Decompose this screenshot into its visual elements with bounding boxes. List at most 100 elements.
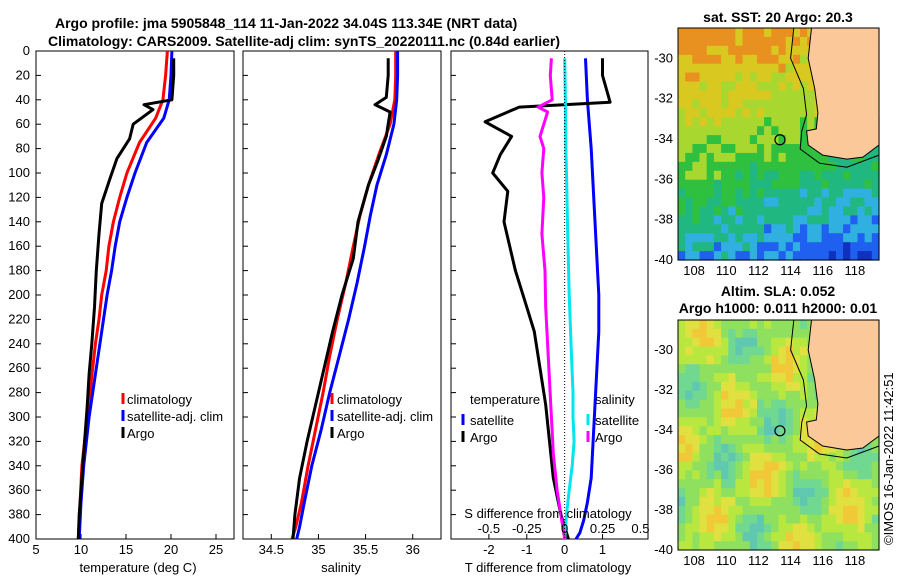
map-cell (685, 337, 693, 348)
map-cell (835, 541, 844, 551)
map-cell (850, 488, 859, 498)
map-cell (699, 188, 708, 199)
map-cell (706, 426, 715, 436)
map-cell (807, 505, 815, 516)
map-cell (807, 496, 815, 507)
map-cell (800, 443, 808, 454)
map-cell (735, 399, 744, 409)
x-tick-label: 10 (74, 542, 88, 557)
map-cell (721, 417, 729, 427)
series-line-satellite-adj--clim (295, 51, 400, 540)
map-cell (742, 224, 751, 234)
map-cell (699, 523, 708, 533)
map-cell (749, 135, 758, 145)
map-cell (778, 72, 787, 83)
map-cell (757, 215, 765, 225)
map-cell (749, 470, 758, 480)
map-cell (735, 251, 744, 261)
map-cell (692, 452, 701, 463)
map-cell (692, 224, 701, 234)
map-cell (778, 426, 787, 436)
map-cell (742, 152, 751, 163)
map-cell (835, 496, 844, 507)
legend-label: climatology (337, 392, 403, 407)
map-cell (814, 514, 823, 524)
map-cell (857, 179, 866, 190)
map-cell (713, 63, 722, 74)
map-cell (857, 488, 866, 498)
map-cell (728, 488, 737, 498)
map-cell (778, 541, 787, 551)
map-cell (713, 381, 722, 392)
legend-label: satellite-adj. clim (337, 409, 433, 424)
map-cell (713, 541, 722, 551)
map-cell (785, 54, 794, 65)
map-cell (721, 337, 729, 348)
map-cell (728, 541, 737, 551)
map-cell (692, 523, 701, 533)
map-cell (678, 364, 686, 374)
map-cell (864, 514, 873, 524)
map-cell (757, 426, 765, 436)
sla-map-subtitle: Argo h1000: 0.011 h2000: 0.01 (679, 300, 878, 316)
map-cell (864, 197, 873, 207)
map-cell (814, 532, 823, 542)
map-cell (792, 144, 801, 154)
map-cell (706, 541, 715, 551)
map-cell (699, 144, 708, 154)
map-cell (864, 188, 873, 199)
map-cell (814, 496, 823, 507)
map-cell (678, 179, 686, 190)
map-cell (713, 233, 722, 243)
map-cell (843, 470, 851, 480)
map-cell (857, 532, 866, 542)
y-tick-label: 260 (8, 360, 30, 375)
map-cell (706, 99, 715, 109)
map-cell (721, 215, 729, 225)
map-cell (785, 170, 794, 181)
map-cell (735, 188, 744, 199)
map-cell (792, 45, 801, 56)
map-cell (771, 408, 780, 418)
map-cell (692, 63, 701, 74)
map-cell (835, 215, 844, 225)
map-cell (728, 523, 737, 533)
map-cell (792, 514, 801, 524)
map-cell (706, 399, 715, 409)
map-cell (749, 426, 758, 436)
map-cell (807, 408, 815, 418)
map-cell (864, 206, 873, 216)
map-cell (864, 242, 873, 252)
series-line-argo (76, 58, 176, 540)
map-cell (699, 346, 708, 356)
map-cell (871, 523, 880, 533)
map-cell (807, 461, 815, 471)
argo-position-marker (774, 134, 786, 146)
map-cell (764, 532, 772, 542)
map-cell (735, 117, 744, 127)
map-cell (685, 355, 693, 365)
map-cell (721, 206, 729, 216)
y-tick-label: 200 (8, 287, 30, 302)
map-cell (871, 206, 880, 216)
map-cell (678, 215, 686, 225)
map-cell (742, 488, 751, 498)
map-cell (713, 28, 722, 38)
map-cell (678, 126, 686, 136)
map-cell (821, 541, 830, 551)
map-cell (685, 523, 693, 533)
map-cell (713, 488, 722, 498)
map-cell (749, 364, 758, 374)
map-cell (749, 417, 758, 427)
map-cell (692, 233, 701, 243)
map-cell (685, 188, 693, 199)
map-cell (721, 144, 729, 154)
map-cell (749, 505, 758, 516)
map-cell (850, 179, 859, 190)
map-cell (742, 364, 751, 374)
map-cell (864, 443, 873, 454)
map-cell (785, 443, 794, 454)
map-cell (728, 364, 737, 374)
map-cell (871, 242, 880, 252)
map-cell (792, 206, 801, 216)
